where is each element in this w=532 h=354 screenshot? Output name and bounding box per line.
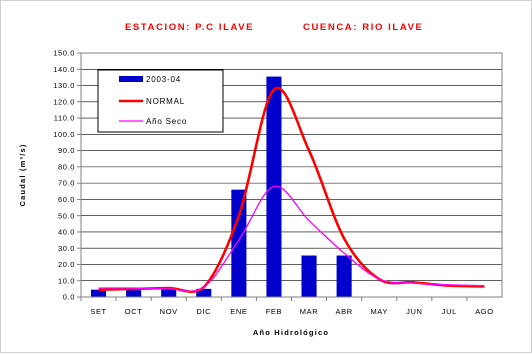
x-tick-label: ENE (230, 307, 247, 316)
y-tick-label: 100.0 (53, 130, 75, 139)
y-tick-label: 110.0 (54, 114, 75, 123)
x-axis-label: Año Hidrológico (253, 328, 329, 337)
legend-label-ano-seco: Año Seco (146, 117, 187, 126)
y-tick-label: 10.0 (58, 276, 75, 285)
bar (336, 255, 352, 297)
y-axis-label: Caudal (m³/s) (18, 143, 27, 206)
y-tick-label: 30.0 (58, 244, 75, 253)
legend: 2003-04 NORMAL Año Seco (97, 69, 224, 133)
bar (126, 290, 142, 297)
x-tick-label: OCT (125, 307, 143, 316)
x-tick-label: DIC (196, 307, 211, 316)
bar (90, 289, 107, 297)
y-tick-label: 120.0 (53, 97, 75, 106)
y-tick-label: 80.0 (58, 162, 75, 171)
line-series (98, 86, 485, 294)
y-tick-label: 150.0 (53, 49, 75, 58)
x-tick-label: SET (90, 307, 106, 316)
x-axis-ticks: SET OCT NOV DIC ENE FEB MAR ABR MAY JUN JUL AGO (80, 297, 493, 316)
legend-swatch-2003-04 (119, 76, 143, 82)
x-tick-label: JUL (442, 307, 457, 316)
x-tick-label: ABR (336, 307, 353, 316)
y-tick-label: 0.0 (63, 293, 75, 302)
series-line-normal (98, 86, 485, 294)
chart-title-basin: CUENCA: RIO ILAVE (303, 22, 423, 33)
bar-series (90, 76, 352, 297)
chart-title-station: ESTACION: P.C ILAVE (125, 22, 254, 33)
y-tick-label: 130.0 (53, 81, 75, 90)
x-tick-label: MAR (300, 307, 318, 316)
series-line-ano-seco (98, 185, 485, 292)
y-tick-label: 90.0 (58, 146, 75, 155)
bar (196, 288, 212, 297)
y-tick-label: 50.0 (58, 211, 75, 220)
y-tick-label: 20.0 (58, 260, 75, 269)
y-axis-ticks: 0.0 10.0 20.0 30.0 40.0 50.0 60.0 70.0 80.0 90.0 1… (53, 49, 81, 302)
y-tick-label: 60.0 (58, 195, 75, 204)
legend-label-2003-04: 2003-04 (146, 75, 181, 84)
y-tick-label: 40.0 (58, 228, 75, 237)
y-tick-label: 70.0 (58, 179, 75, 188)
legend-box (97, 69, 224, 133)
x-tick-label: JUN (406, 307, 422, 316)
bar (301, 255, 317, 297)
x-tick-label: NOV (160, 307, 178, 316)
x-tick-label: AGO (475, 307, 493, 316)
legend-label-normal: NORMAL (146, 97, 185, 106)
y-tick-label: 140.0 (53, 65, 75, 74)
bar (231, 189, 247, 297)
bar (161, 289, 177, 297)
x-tick-label: FEB (266, 307, 282, 316)
x-tick-label: MAY (370, 307, 388, 316)
